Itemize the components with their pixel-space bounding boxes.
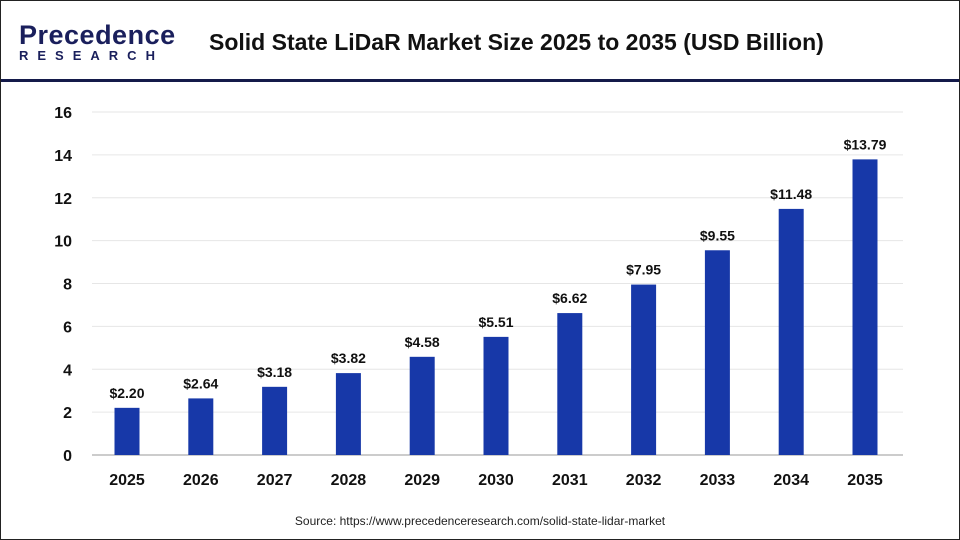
y-tick-label: 14 bbox=[54, 148, 72, 165]
data-label: $9.55 bbox=[700, 227, 735, 243]
y-tick-label: 8 bbox=[63, 277, 72, 294]
bar-2030 bbox=[483, 336, 509, 455]
data-label: $11.48 bbox=[770, 186, 812, 202]
bar-2025 bbox=[114, 407, 140, 455]
y-tick-label: 0 bbox=[63, 448, 72, 465]
bar-2026 bbox=[188, 398, 214, 455]
logo-text: Precedence bbox=[19, 20, 176, 50]
y-tick-label: 10 bbox=[54, 234, 72, 251]
bar-2028 bbox=[335, 373, 361, 455]
x-tick-label: 2034 bbox=[773, 472, 809, 489]
y-tick-label: 12 bbox=[54, 191, 72, 208]
bar-2027 bbox=[262, 386, 288, 455]
x-tick-label: 2032 bbox=[626, 472, 662, 489]
x-tick-label: 2029 bbox=[404, 472, 440, 489]
x-tick-label: 2030 bbox=[478, 472, 514, 489]
data-label: $3.18 bbox=[257, 364, 292, 380]
x-tick-label: 2026 bbox=[183, 472, 219, 489]
bar-2035 bbox=[852, 159, 878, 455]
logo-subtext: RESEARCH bbox=[19, 48, 164, 63]
x-tick-label: 2033 bbox=[700, 472, 736, 489]
bar-2033 bbox=[704, 250, 730, 455]
data-label: $2.20 bbox=[109, 385, 144, 401]
data-label: $7.95 bbox=[626, 262, 661, 278]
x-tick-label: 2031 bbox=[552, 472, 588, 489]
x-tick-label: 2027 bbox=[257, 472, 293, 489]
source-note: Source: https://www.precedenceresearch.c… bbox=[294, 514, 666, 528]
bar-2032 bbox=[631, 284, 657, 455]
data-label: $6.62 bbox=[552, 290, 587, 306]
y-tick-label: 4 bbox=[63, 362, 72, 379]
x-tick-label: 2035 bbox=[847, 472, 883, 489]
logo: Precedence RESEARCH bbox=[19, 21, 176, 63]
x-tick-label: 2028 bbox=[331, 472, 367, 489]
x-tick-label: 2025 bbox=[109, 472, 145, 489]
bar-2029 bbox=[409, 356, 435, 455]
data-label: $5.51 bbox=[478, 314, 513, 330]
y-tick-label: 6 bbox=[63, 319, 72, 336]
y-tick-label: 2 bbox=[63, 405, 72, 422]
bar-2031 bbox=[557, 313, 583, 455]
data-label: $4.58 bbox=[405, 334, 440, 350]
data-label: $3.82 bbox=[331, 350, 366, 366]
y-tick-label: 16 bbox=[54, 105, 72, 122]
data-label: $13.79 bbox=[844, 136, 887, 152]
bar-2034 bbox=[778, 208, 804, 455]
data-label: $2.64 bbox=[183, 375, 218, 391]
header: Precedence RESEARCH Solid State LiDaR Ma… bbox=[1, 1, 959, 82]
chart-title: Solid State LiDaR Market Size 2025 to 20… bbox=[209, 29, 824, 55]
